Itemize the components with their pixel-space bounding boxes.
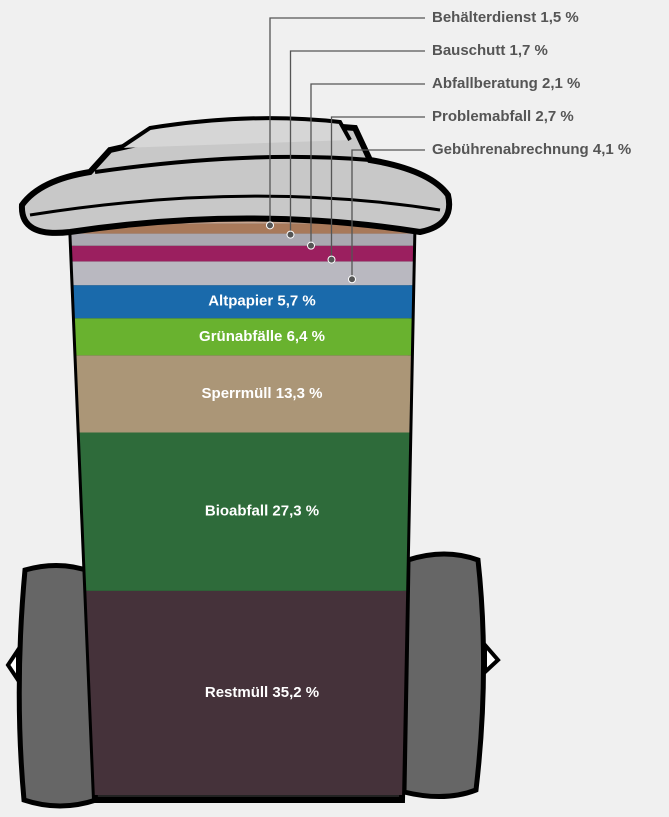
layer-label: Restmüll 35,2 % <box>205 684 319 701</box>
bin-layer <box>60 246 430 262</box>
category-name: Sperrmüll <box>202 385 272 402</box>
category-name: Altpapier <box>208 293 273 310</box>
category-name: Grünabfälle <box>199 328 282 345</box>
chart: Behälterdienst 1,5 % Bauschutt 1,7 % Abfal… <box>0 0 669 817</box>
value-label: 2,1 % <box>542 75 580 92</box>
value-label: 35,2 % <box>272 684 319 701</box>
value-label: 4,1 % <box>593 141 631 158</box>
layer-label: Bauschutt 1,7 % <box>432 42 548 59</box>
category-name: Bauschutt <box>432 42 505 59</box>
value-label: 1,5 % <box>540 9 578 26</box>
value-label: 13,3 % <box>276 385 323 402</box>
category-name: Restmüll <box>205 684 268 701</box>
leader-dot <box>328 256 335 263</box>
layer-label: Gebührenabrechnung 4,1 % <box>432 141 631 158</box>
category-name: Bioabfall <box>205 503 268 520</box>
page: Behälterdienst 1,5 % Bauschutt 1,7 % Abfal… <box>0 0 669 817</box>
layer-label: Bioabfall 27,3 % <box>205 503 319 520</box>
layer-label: Behälterdienst 1,5 % <box>432 9 579 26</box>
category-name: Problemabfall <box>432 108 531 125</box>
value-label: 1,7 % <box>510 42 548 59</box>
layer-label: Altpapier 5,7 % <box>208 293 316 310</box>
layer-label: Abfallberatung 2,1 % <box>432 75 580 92</box>
value-label: 27,3 % <box>272 503 319 520</box>
layer-label: Grünabfälle 6,4 % <box>199 328 325 345</box>
lid <box>22 118 449 233</box>
leader-dot <box>267 222 274 229</box>
value-label: 6,4 % <box>287 328 325 345</box>
leader-dot <box>287 231 294 238</box>
category-name: Behälterdienst <box>432 9 536 26</box>
value-label: 2,7 % <box>535 108 573 125</box>
leader-dot <box>349 276 356 283</box>
category-name: Abfallberatung <box>432 75 538 92</box>
leader-dot <box>308 242 315 249</box>
layer-label: Problemabfall 2,7 % <box>432 108 574 125</box>
bin-layer <box>60 261 430 285</box>
category-name: Gebührenabrechnung <box>432 141 589 158</box>
value-label: 5,7 % <box>277 293 315 310</box>
bin-layer <box>60 234 430 246</box>
layer-label: Sperrmüll 13,3 % <box>202 385 323 402</box>
